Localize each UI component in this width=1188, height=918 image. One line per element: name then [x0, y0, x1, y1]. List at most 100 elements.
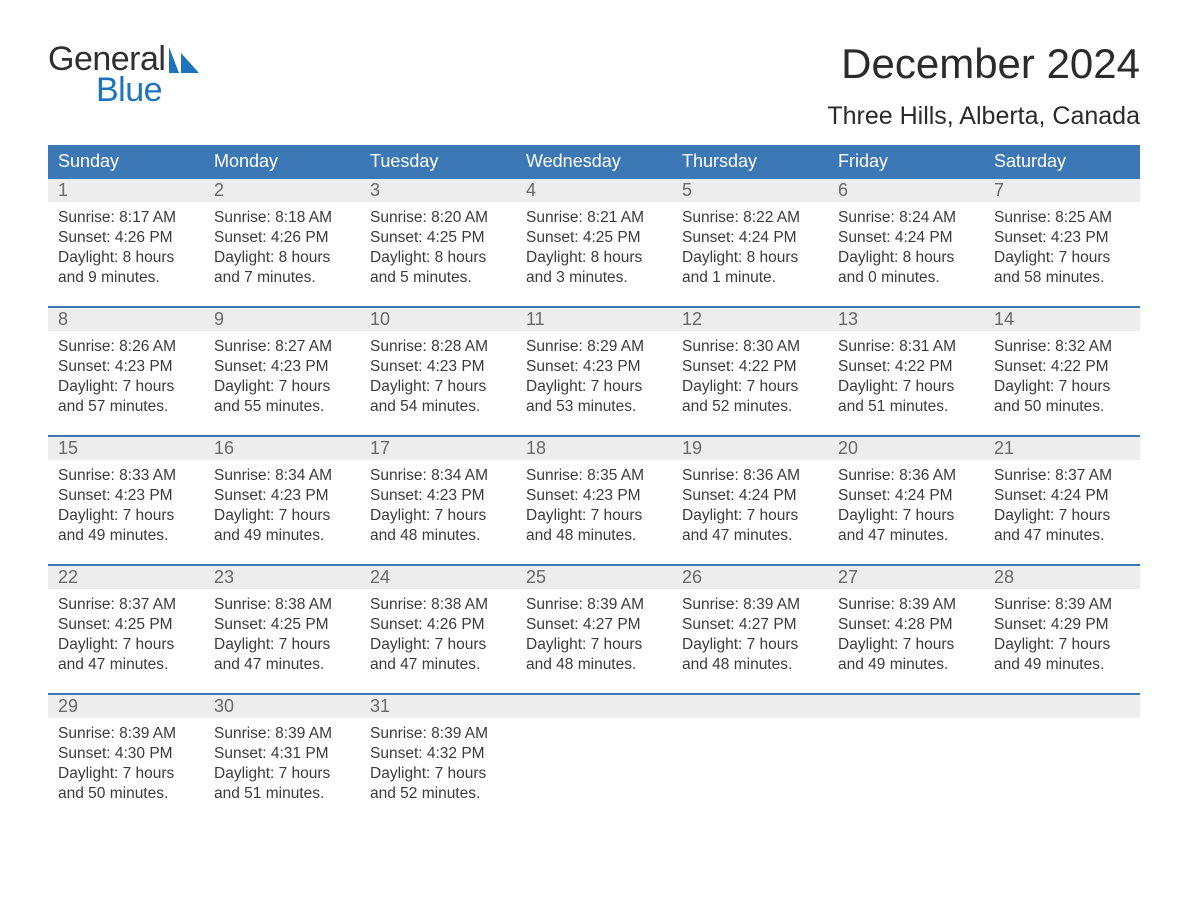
daylight-text-1: Daylight: 7 hours [682, 635, 818, 655]
day-details: Sunrise: 8:39 AMSunset: 4:31 PMDaylight:… [204, 718, 360, 822]
weekday-header: Sunday [48, 145, 204, 179]
sunrise-text: Sunrise: 8:17 AM [58, 208, 194, 228]
day-number: 3 [360, 179, 516, 202]
calendar-day: 4Sunrise: 8:21 AMSunset: 4:25 PMDaylight… [516, 179, 672, 306]
day-number: 13 [828, 308, 984, 331]
sunrise-text: Sunrise: 8:22 AM [682, 208, 818, 228]
daylight-text-2: and 47 minutes. [370, 655, 506, 675]
sunrise-text: Sunrise: 8:31 AM [838, 337, 974, 357]
daylight-text-1: Daylight: 7 hours [994, 248, 1130, 268]
flag-icon [169, 47, 203, 73]
sunset-text: Sunset: 4:26 PM [370, 615, 506, 635]
daylight-text-2: and 50 minutes. [994, 397, 1130, 417]
sunrise-text: Sunrise: 8:27 AM [214, 337, 350, 357]
sunset-text: Sunset: 4:24 PM [682, 228, 818, 248]
daylight-text-1: Daylight: 7 hours [214, 764, 350, 784]
sunrise-text: Sunrise: 8:32 AM [994, 337, 1130, 357]
day-number: 15 [48, 437, 204, 460]
daylight-text-2: and 9 minutes. [58, 268, 194, 288]
day-details: Sunrise: 8:39 AMSunset: 4:28 PMDaylight:… [828, 589, 984, 693]
sunset-text: Sunset: 4:24 PM [838, 228, 974, 248]
sunset-text: Sunset: 4:32 PM [370, 744, 506, 764]
weekday-header: Saturday [984, 145, 1140, 179]
day-details: Sunrise: 8:35 AMSunset: 4:23 PMDaylight:… [516, 460, 672, 564]
sunrise-text: Sunrise: 8:39 AM [838, 595, 974, 615]
daylight-text-2: and 5 minutes. [370, 268, 506, 288]
daylight-text-1: Daylight: 7 hours [370, 764, 506, 784]
day-number: 26 [672, 566, 828, 589]
daylight-text-2: and 49 minutes. [214, 526, 350, 546]
day-number: 21 [984, 437, 1140, 460]
sunrise-text: Sunrise: 8:39 AM [214, 724, 350, 744]
sunset-text: Sunset: 4:22 PM [682, 357, 818, 377]
sunrise-text: Sunrise: 8:34 AM [370, 466, 506, 486]
sunrise-text: Sunrise: 8:39 AM [526, 595, 662, 615]
daylight-text-1: Daylight: 8 hours [214, 248, 350, 268]
daylight-text-1: Daylight: 7 hours [214, 377, 350, 397]
sunset-text: Sunset: 4:23 PM [370, 357, 506, 377]
day-details: Sunrise: 8:37 AMSunset: 4:25 PMDaylight:… [48, 589, 204, 693]
sunset-text: Sunset: 4:22 PM [838, 357, 974, 377]
day-details: Sunrise: 8:34 AMSunset: 4:23 PMDaylight:… [204, 460, 360, 564]
day-details: Sunrise: 8:24 AMSunset: 4:24 PMDaylight:… [828, 202, 984, 306]
daylight-text-2: and 49 minutes. [838, 655, 974, 675]
daylight-text-1: Daylight: 7 hours [838, 377, 974, 397]
calendar-week: 8Sunrise: 8:26 AMSunset: 4:23 PMDaylight… [48, 306, 1140, 435]
sunrise-text: Sunrise: 8:33 AM [58, 466, 194, 486]
top-bar: General Blue December 2024 Three Hills, … [48, 40, 1140, 131]
sunset-text: Sunset: 4:25 PM [526, 228, 662, 248]
calendar-day: 1Sunrise: 8:17 AMSunset: 4:26 PMDaylight… [48, 179, 204, 306]
day-details: Sunrise: 8:20 AMSunset: 4:25 PMDaylight:… [360, 202, 516, 306]
calendar-day: 30Sunrise: 8:39 AMSunset: 4:31 PMDayligh… [204, 695, 360, 822]
calendar-day: 13 Sunrise: 8:31 AMSunset: 4:22 PMDayligh… [828, 308, 984, 435]
day-number: 17 [360, 437, 516, 460]
day-details: Sunrise: 8:36 AMSunset: 4:24 PMDaylight:… [828, 460, 984, 564]
sunrise-text: Sunrise: 8:39 AM [682, 595, 818, 615]
daylight-text-2: and 55 minutes. [214, 397, 350, 417]
day-details: Sunrise: 8:37 AMSunset: 4:24 PMDaylight:… [984, 460, 1140, 564]
day-number: 18 [516, 437, 672, 460]
daylight-text-1: Daylight: 7 hours [838, 506, 974, 526]
day-number: 1 [48, 179, 204, 202]
calendar-day: 25Sunrise: 8:39 AMSunset: 4:27 PMDayligh… [516, 566, 672, 693]
day-number: 24 [360, 566, 516, 589]
calendar-day: 7Sunrise: 8:25 AMSunset: 4:23 PMDaylight… [984, 179, 1140, 306]
day-number: 28 [984, 566, 1140, 589]
day-number: 14 [984, 308, 1140, 331]
calendar-day: 16Sunrise: 8:34 AMSunset: 4:23 PMDayligh… [204, 437, 360, 564]
sunset-text: Sunset: 4:27 PM [682, 615, 818, 635]
sunset-text: Sunset: 4:31 PM [214, 744, 350, 764]
daylight-text-1: Daylight: 8 hours [682, 248, 818, 268]
day-details: Sunrise: 8:38 AMSunset: 4:25 PMDaylight:… [204, 589, 360, 693]
calendar-day: 15Sunrise: 8:33 AMSunset: 4:23 PMDayligh… [48, 437, 204, 564]
daylight-text-2: and 58 minutes. [994, 268, 1130, 288]
location-text: Three Hills, Alberta, Canada [827, 102, 1140, 131]
title-block: December 2024 Three Hills, Alberta, Cana… [827, 40, 1140, 131]
sunrise-text: Sunrise: 8:37 AM [58, 595, 194, 615]
calendar-day: 18Sunrise: 8:35 AMSunset: 4:23 PMDayligh… [516, 437, 672, 564]
daylight-text-1: Daylight: 7 hours [214, 635, 350, 655]
page: General Blue December 2024 Three Hills, … [0, 0, 1188, 882]
day-number: 8 [48, 308, 204, 331]
daylight-text-2: and 47 minutes. [214, 655, 350, 675]
sunrise-text: Sunrise: 8:37 AM [994, 466, 1130, 486]
day-number: 4 [516, 179, 672, 202]
daylight-text-2: and 48 minutes. [526, 526, 662, 546]
sunset-text: Sunset: 4:23 PM [370, 486, 506, 506]
day-number: 25 [516, 566, 672, 589]
daylight-text-1: Daylight: 7 hours [682, 377, 818, 397]
brand-logo: General Blue [48, 40, 203, 110]
calendar-day [828, 695, 984, 822]
day-details: Sunrise: 8:28 AMSunset: 4:23 PMDaylight:… [360, 331, 516, 435]
day-details: Sunrise: 8:32 AMSunset: 4:22 PMDaylight:… [984, 331, 1140, 435]
calendar-day: 14Sunrise: 8:32 AMSunset: 4:22 PMDayligh… [984, 308, 1140, 435]
daylight-text-2: and 51 minutes. [214, 784, 350, 804]
calendar-day [516, 695, 672, 822]
weekday-header: Friday [828, 145, 984, 179]
sunset-text: Sunset: 4:26 PM [214, 228, 350, 248]
calendar-day [672, 695, 828, 822]
daylight-text-1: Daylight: 7 hours [994, 506, 1130, 526]
day-details: Sunrise: 8:39 AMSunset: 4:32 PMDaylight:… [360, 718, 516, 822]
day-details: Sunrise: 8:22 AMSunset: 4:24 PMDaylight:… [672, 202, 828, 306]
daylight-text-2: and 47 minutes. [58, 655, 194, 675]
